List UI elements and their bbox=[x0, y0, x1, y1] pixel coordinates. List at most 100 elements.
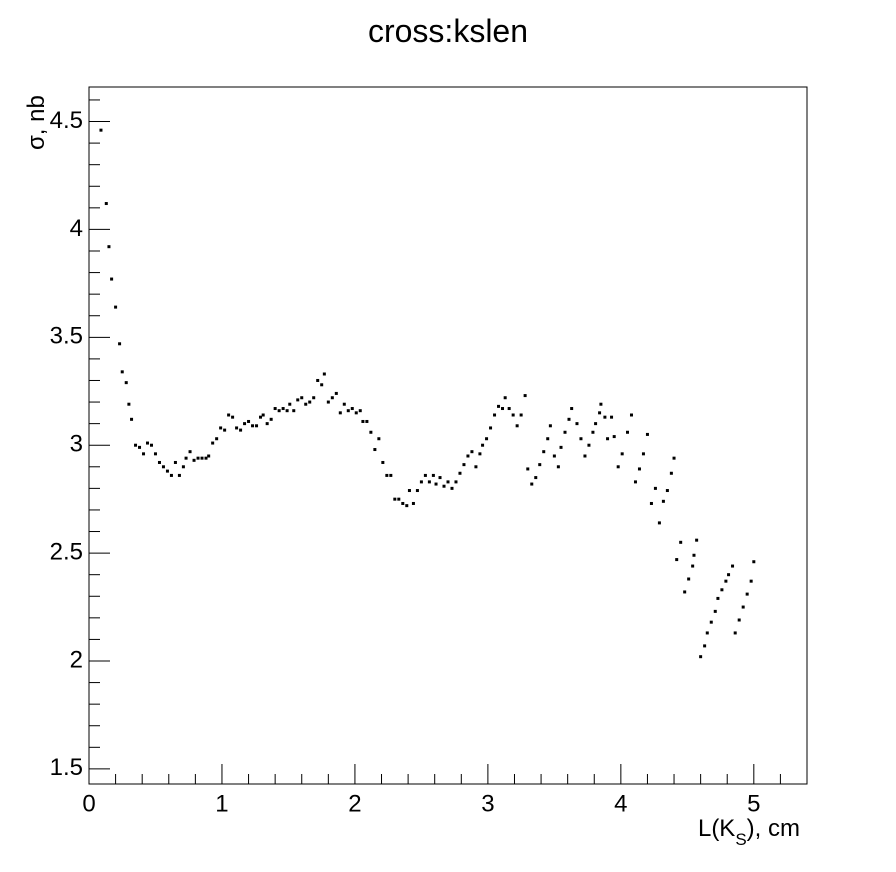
data-point bbox=[411, 501, 415, 505]
data-point bbox=[342, 402, 346, 406]
data-point bbox=[546, 437, 550, 441]
data-point bbox=[322, 372, 326, 376]
x-axis-label: L(KS), cm bbox=[698, 815, 800, 849]
data-point bbox=[251, 424, 255, 428]
data-point bbox=[692, 553, 696, 557]
y-tick-label: 4.5 bbox=[50, 107, 83, 134]
data-point bbox=[556, 465, 560, 469]
data-point bbox=[124, 381, 128, 385]
data-point bbox=[462, 463, 466, 467]
data-point bbox=[110, 277, 114, 281]
data-point bbox=[653, 486, 657, 490]
data-point bbox=[261, 413, 265, 417]
data-point bbox=[255, 424, 259, 428]
data-point bbox=[181, 465, 185, 469]
data-point bbox=[442, 484, 446, 488]
data-point bbox=[269, 417, 273, 421]
data-point bbox=[316, 378, 320, 382]
data-point bbox=[231, 415, 235, 419]
y-axis-label: σ, nb bbox=[23, 95, 50, 150]
data-point bbox=[354, 411, 358, 415]
data-point bbox=[691, 564, 695, 568]
data-point bbox=[365, 419, 369, 423]
data-point bbox=[385, 473, 389, 477]
data-point bbox=[603, 415, 607, 419]
data-point bbox=[173, 460, 177, 464]
data-point bbox=[749, 579, 753, 583]
data-point bbox=[616, 465, 620, 469]
data-point bbox=[606, 437, 610, 441]
data-point bbox=[519, 413, 523, 417]
data-point bbox=[427, 480, 431, 484]
data-point bbox=[705, 631, 709, 635]
data-point bbox=[695, 538, 699, 542]
data-point bbox=[346, 409, 350, 413]
data-point bbox=[526, 467, 530, 471]
x-tick-label: 1 bbox=[215, 790, 228, 817]
data-point bbox=[99, 128, 103, 132]
data-point bbox=[223, 428, 227, 432]
data-point bbox=[104, 202, 108, 206]
data-point bbox=[330, 396, 334, 400]
data-point bbox=[373, 448, 377, 452]
data-point bbox=[247, 419, 251, 423]
data-point bbox=[672, 456, 676, 460]
data-point bbox=[709, 620, 713, 624]
data-point bbox=[733, 631, 737, 635]
data-point bbox=[731, 564, 735, 568]
data-point bbox=[277, 409, 281, 413]
data-point bbox=[497, 404, 501, 408]
data-point bbox=[130, 417, 134, 421]
data-point bbox=[127, 402, 131, 406]
y-tick-label: 3 bbox=[70, 431, 83, 458]
data-point bbox=[285, 409, 289, 413]
data-point bbox=[567, 417, 571, 421]
data-point bbox=[515, 424, 519, 428]
data-point bbox=[493, 413, 497, 417]
data-point bbox=[450, 486, 454, 490]
data-point bbox=[489, 426, 493, 430]
data-point bbox=[699, 655, 703, 659]
data-point bbox=[304, 402, 308, 406]
data-point bbox=[633, 480, 637, 484]
data-point bbox=[419, 480, 423, 484]
data-point bbox=[559, 445, 563, 449]
data-point bbox=[724, 579, 728, 583]
data-point bbox=[192, 458, 196, 462]
data-point bbox=[661, 499, 665, 503]
data-point bbox=[626, 430, 629, 434]
data-point bbox=[358, 409, 362, 413]
data-point bbox=[292, 409, 296, 413]
data-point bbox=[120, 370, 124, 374]
data-point bbox=[583, 454, 587, 458]
data-point bbox=[389, 473, 393, 477]
data-point bbox=[474, 465, 478, 469]
data-point bbox=[501, 407, 505, 411]
data-point bbox=[415, 489, 419, 493]
data-point bbox=[407, 489, 411, 493]
data-point bbox=[207, 454, 211, 458]
data-point bbox=[591, 430, 595, 434]
data-point bbox=[239, 428, 243, 432]
data-point bbox=[138, 445, 142, 449]
data-point bbox=[401, 501, 405, 505]
data-point bbox=[397, 497, 401, 501]
data-point bbox=[665, 489, 669, 493]
data-point bbox=[369, 430, 373, 434]
data-point bbox=[107, 245, 111, 249]
data-point bbox=[227, 413, 231, 417]
data-point bbox=[548, 424, 552, 428]
data-point bbox=[579, 437, 583, 441]
data-point bbox=[575, 422, 579, 426]
data-point bbox=[669, 471, 673, 475]
x-axis-label-sub: S bbox=[735, 830, 746, 849]
data-point bbox=[687, 577, 691, 581]
data-point bbox=[188, 450, 192, 454]
data-point bbox=[610, 415, 614, 419]
data-point bbox=[157, 460, 161, 464]
data-point bbox=[620, 452, 624, 456]
data-point bbox=[200, 456, 204, 460]
data-point bbox=[598, 411, 602, 415]
data-point bbox=[683, 590, 687, 594]
